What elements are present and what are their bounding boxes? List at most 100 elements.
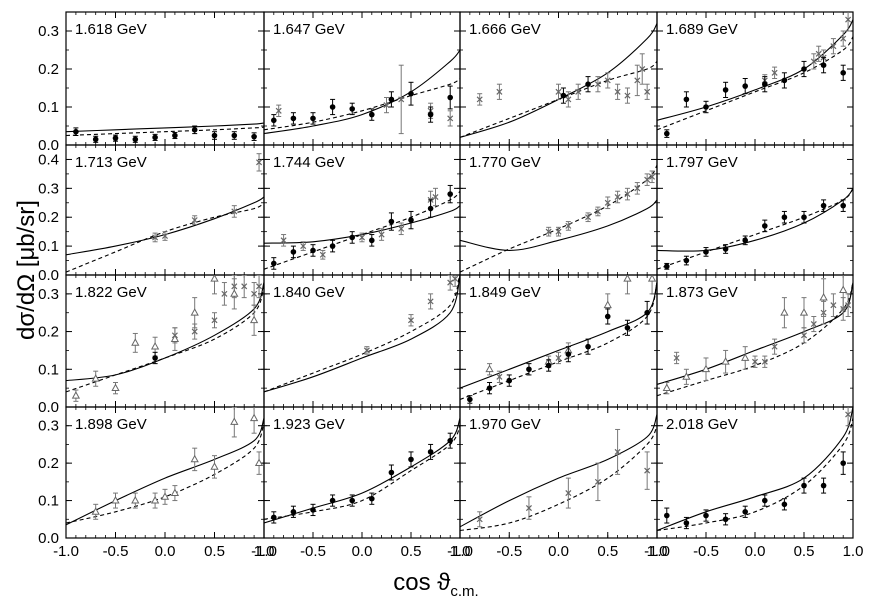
panel-plot-area bbox=[657, 407, 853, 532]
dot-point bbox=[722, 246, 729, 252]
triangle-point bbox=[190, 454, 199, 463]
dot-point bbox=[408, 456, 414, 463]
cross-point bbox=[447, 279, 454, 286]
triangle-point bbox=[111, 495, 120, 504]
dot-point bbox=[369, 111, 375, 118]
y-tick-label: 0.1 bbox=[38, 238, 59, 255]
triangle-point bbox=[647, 275, 657, 282]
cross-point bbox=[644, 88, 651, 95]
cross-point bbox=[398, 225, 405, 232]
dot-point bbox=[310, 115, 316, 122]
y-tick-label: 0.1 bbox=[38, 493, 59, 510]
cross-point bbox=[383, 102, 390, 109]
cross-point bbox=[594, 478, 601, 485]
energy-label: 1.770 GeV bbox=[469, 154, 541, 171]
y-tick-label: 0.3 bbox=[38, 286, 59, 303]
x-axis-title: cos ϑc.m. bbox=[393, 569, 478, 600]
y-tick-label: 0.2 bbox=[38, 324, 59, 341]
x-tick-label: 0.5 bbox=[401, 543, 422, 560]
panel-plot-area bbox=[264, 184, 460, 270]
dot-point bbox=[820, 202, 827, 209]
panel: 1.840 GeV bbox=[263, 274, 461, 408]
dashed-curve bbox=[66, 126, 264, 137]
cross-point bbox=[840, 35, 847, 42]
panel-plot-area bbox=[657, 12, 853, 138]
cross-point bbox=[211, 317, 218, 324]
cross-point bbox=[256, 283, 263, 290]
cross-point bbox=[378, 231, 385, 238]
x-tick-label: 0.5 bbox=[597, 543, 618, 560]
dot-point bbox=[290, 115, 297, 122]
triangle-point bbox=[254, 458, 264, 467]
x-axis-title-main: cos ϑ bbox=[393, 569, 450, 596]
cross-point bbox=[241, 283, 248, 290]
x-tick-label: 1.0 bbox=[254, 543, 275, 560]
cross-point bbox=[565, 222, 572, 229]
triangle-point bbox=[721, 357, 730, 365]
solid-curve bbox=[460, 282, 657, 389]
dot-point bbox=[506, 377, 513, 384]
y-tick-label: 0.2 bbox=[38, 209, 59, 226]
y-tick-label: 0.4 bbox=[38, 151, 59, 168]
energy-label: 1.666 GeV bbox=[469, 21, 541, 38]
cross-point bbox=[673, 354, 680, 361]
energy-label: 1.898 GeV bbox=[75, 416, 147, 433]
tick-labels: 0.00.10.20.30.00.10.20.30.40.00.10.20.30… bbox=[38, 23, 863, 560]
triangle-point bbox=[741, 353, 750, 361]
x-tick-label: 0.0 bbox=[745, 543, 766, 560]
triangle-point bbox=[780, 308, 789, 316]
panel-plot-area bbox=[264, 417, 460, 524]
panel: 1.689 GeV bbox=[656, 11, 854, 146]
dot-point bbox=[604, 313, 611, 320]
dot-point bbox=[388, 218, 395, 225]
cross-point bbox=[845, 302, 852, 309]
cross-point bbox=[496, 88, 503, 95]
panel-plot-area bbox=[66, 275, 264, 402]
cross-point bbox=[594, 208, 601, 215]
panel-plot-area bbox=[657, 187, 853, 270]
dot-point bbox=[840, 70, 846, 76]
y-tick-label: 0.3 bbox=[38, 180, 59, 197]
dot-point bbox=[271, 514, 277, 521]
dot-point bbox=[722, 516, 729, 523]
panel: 2.018 GeV bbox=[656, 406, 854, 539]
cross-point bbox=[398, 96, 405, 103]
solid-curve bbox=[66, 122, 264, 133]
dot-point bbox=[290, 509, 297, 515]
x-tick-label: -1.0 bbox=[447, 543, 473, 560]
cross-point bbox=[555, 354, 562, 361]
panel-plot-area bbox=[460, 164, 657, 273]
dot-point bbox=[271, 117, 277, 124]
cross-point bbox=[476, 516, 483, 523]
cross-point bbox=[447, 115, 454, 122]
cross-point bbox=[830, 43, 837, 50]
dot-point bbox=[644, 309, 650, 316]
energy-label: 1.647 GeV bbox=[273, 21, 345, 38]
x-tick-label: -1.0 bbox=[644, 543, 670, 560]
dot-point bbox=[369, 237, 375, 244]
triangle-point bbox=[131, 338, 140, 346]
cross-point bbox=[545, 228, 552, 235]
x-tick-label: 1.0 bbox=[647, 543, 668, 560]
cross-point bbox=[614, 448, 621, 455]
triangle-point bbox=[150, 495, 160, 504]
triangle-point bbox=[131, 495, 140, 504]
dot-point bbox=[388, 469, 395, 476]
x-tick-label: 0.0 bbox=[155, 543, 176, 560]
x-tick-label: 1.0 bbox=[843, 543, 864, 560]
y-tick-label: 0.0 bbox=[38, 137, 59, 154]
panel-plot-area bbox=[460, 23, 657, 138]
dot-point bbox=[310, 247, 316, 254]
triangle-point bbox=[71, 391, 81, 399]
cross-point bbox=[751, 358, 759, 365]
triangle-point bbox=[91, 507, 100, 515]
cross-point bbox=[845, 411, 852, 418]
dot-point bbox=[742, 237, 748, 244]
dashed-curve bbox=[460, 425, 657, 532]
dot-point bbox=[388, 96, 395, 103]
cross-point bbox=[810, 321, 817, 328]
cross-point bbox=[644, 467, 651, 474]
dot-point bbox=[560, 92, 567, 99]
x-axis-title-sub: c.m. bbox=[450, 583, 478, 600]
